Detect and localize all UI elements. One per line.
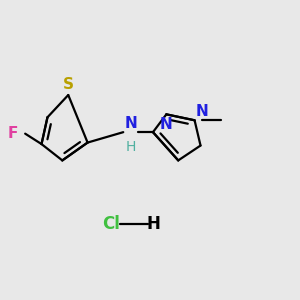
Text: F: F	[8, 126, 18, 141]
Text: H: H	[146, 215, 160, 233]
Text: Cl: Cl	[102, 215, 120, 233]
Text: S: S	[63, 77, 74, 92]
Text: N: N	[160, 117, 173, 132]
Text: N: N	[124, 116, 137, 131]
Text: N: N	[196, 104, 209, 119]
Text: H: H	[125, 140, 136, 154]
